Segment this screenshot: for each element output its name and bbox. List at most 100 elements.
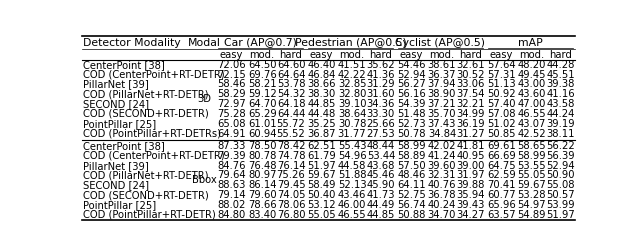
Text: 78.42: 78.42 [276, 141, 305, 151]
Text: 58.65: 58.65 [517, 141, 546, 151]
Text: 52.94: 52.94 [397, 70, 426, 80]
Text: 60.94: 60.94 [248, 129, 276, 139]
Text: 38.61: 38.61 [428, 60, 456, 70]
Text: 41.51: 41.51 [338, 60, 366, 70]
Text: 27.53: 27.53 [367, 129, 395, 139]
Text: 46.55: 46.55 [517, 109, 546, 119]
Text: 40.24: 40.24 [428, 200, 456, 210]
Text: 75.26: 75.26 [276, 171, 305, 181]
Text: 38.30: 38.30 [307, 89, 335, 99]
Text: 83.40: 83.40 [248, 210, 276, 220]
Text: 78.66: 78.66 [248, 200, 276, 210]
Text: easy: easy [310, 50, 333, 60]
Text: 78.06: 78.06 [276, 200, 305, 210]
Text: 43.60: 43.60 [518, 89, 546, 99]
Text: 53.78: 53.78 [276, 79, 305, 89]
Text: 64.91: 64.91 [218, 129, 246, 139]
Text: 41.81: 41.81 [456, 141, 485, 151]
Text: SECOND [24]: SECOND [24] [83, 180, 150, 190]
Text: easy: easy [400, 50, 423, 60]
Text: 36.19: 36.19 [456, 119, 485, 129]
Text: 54.96: 54.96 [338, 151, 366, 161]
Text: 58.21: 58.21 [248, 79, 276, 89]
Text: 58.99: 58.99 [397, 141, 426, 151]
Text: 55.08: 55.08 [547, 180, 575, 190]
Text: 53.55: 53.55 [517, 161, 546, 171]
Text: 25.66: 25.66 [367, 119, 396, 129]
Text: hard: hard [460, 50, 482, 60]
Text: 88.02: 88.02 [218, 200, 246, 210]
Text: 64.11: 64.11 [397, 180, 426, 190]
Text: 31.27: 31.27 [456, 129, 485, 139]
Text: 79.64: 79.64 [218, 171, 246, 181]
Text: hard: hard [280, 50, 303, 60]
Text: 51.02: 51.02 [487, 119, 516, 129]
Text: 57.08: 57.08 [487, 109, 515, 119]
Text: 3D: 3D [198, 94, 211, 104]
Text: 31.77: 31.77 [338, 129, 366, 139]
Text: 30.52: 30.52 [456, 70, 485, 80]
Text: 72.15: 72.15 [218, 70, 246, 80]
Text: 55.05: 55.05 [517, 171, 546, 181]
Text: 56.27: 56.27 [397, 79, 426, 89]
Text: 34.84: 34.84 [428, 129, 456, 139]
Text: 48.44: 48.44 [367, 141, 395, 151]
Text: 38.90: 38.90 [428, 89, 456, 99]
Text: 64.18: 64.18 [276, 99, 305, 109]
Text: 42.22: 42.22 [338, 70, 366, 80]
Text: 32.61: 32.61 [456, 60, 485, 70]
Text: 42.52: 42.52 [517, 129, 546, 139]
Text: 41.73: 41.73 [367, 190, 395, 200]
Text: 58.99: 58.99 [517, 151, 546, 161]
Text: 44.49: 44.49 [367, 200, 395, 210]
Text: 58.89: 58.89 [397, 151, 426, 161]
Text: hard: hard [369, 50, 392, 60]
Text: mod.: mod. [250, 50, 275, 60]
Text: 52.75: 52.75 [397, 190, 426, 200]
Text: 76.80: 76.80 [276, 210, 305, 220]
Text: Car (AP@0.7): Car (AP@0.7) [224, 38, 297, 48]
Text: COD (PillarNet+RT-DETR): COD (PillarNet+RT-DETR) [83, 171, 209, 181]
Text: 87.33: 87.33 [218, 141, 246, 151]
Text: COD (CenterPoint+RT-DETR): COD (CenterPoint+RT-DETR) [83, 70, 225, 80]
Text: 36.78: 36.78 [428, 190, 456, 200]
Text: 43.46: 43.46 [338, 190, 366, 200]
Text: 72.06: 72.06 [218, 60, 246, 70]
Text: Cyclist (AP@0.5): Cyclist (AP@0.5) [396, 38, 485, 48]
Text: 54.89: 54.89 [518, 210, 546, 220]
Text: 31.60: 31.60 [367, 89, 395, 99]
Text: 53.12: 53.12 [307, 200, 336, 210]
Text: 39.00: 39.00 [456, 161, 485, 171]
Text: 32.85: 32.85 [338, 79, 366, 89]
Text: 48.20: 48.20 [518, 60, 546, 70]
Text: 63.57: 63.57 [487, 210, 516, 220]
Text: COD (CenterPoint+RT-DETR): COD (CenterPoint+RT-DETR) [83, 151, 225, 161]
Text: 78.50: 78.50 [248, 141, 276, 151]
Text: 37.21: 37.21 [428, 99, 456, 109]
Text: 65.96: 65.96 [487, 200, 516, 210]
Text: 79.45: 79.45 [276, 180, 305, 190]
Text: 35.70: 35.70 [428, 109, 456, 119]
Text: 61.01: 61.01 [248, 119, 276, 129]
Text: 54.46: 54.46 [397, 60, 426, 70]
Text: 65.29: 65.29 [248, 109, 276, 119]
Text: 52.13: 52.13 [338, 180, 366, 190]
Text: 64.75: 64.75 [487, 161, 516, 171]
Text: 35.25: 35.25 [307, 119, 336, 129]
Text: 79.60: 79.60 [248, 190, 276, 200]
Text: 50.85: 50.85 [487, 129, 515, 139]
Text: 39.38: 39.38 [547, 79, 575, 89]
Text: COD (PointPillar+RT-DETRs): COD (PointPillar+RT-DETRs) [83, 129, 221, 139]
Text: 50.88: 50.88 [397, 210, 426, 220]
Text: 84.80: 84.80 [218, 210, 246, 220]
Text: mAP: mAP [518, 38, 543, 48]
Text: 38.66: 38.66 [307, 79, 336, 89]
Text: 57.64: 57.64 [487, 60, 516, 70]
Text: 55.05: 55.05 [307, 210, 336, 220]
Text: 57.31: 57.31 [487, 70, 516, 80]
Text: 54.32: 54.32 [276, 89, 305, 99]
Text: 75.28: 75.28 [218, 109, 246, 119]
Text: 74.05: 74.05 [276, 190, 305, 200]
Text: 56.74: 56.74 [397, 200, 426, 210]
Text: 57.40: 57.40 [487, 99, 515, 109]
